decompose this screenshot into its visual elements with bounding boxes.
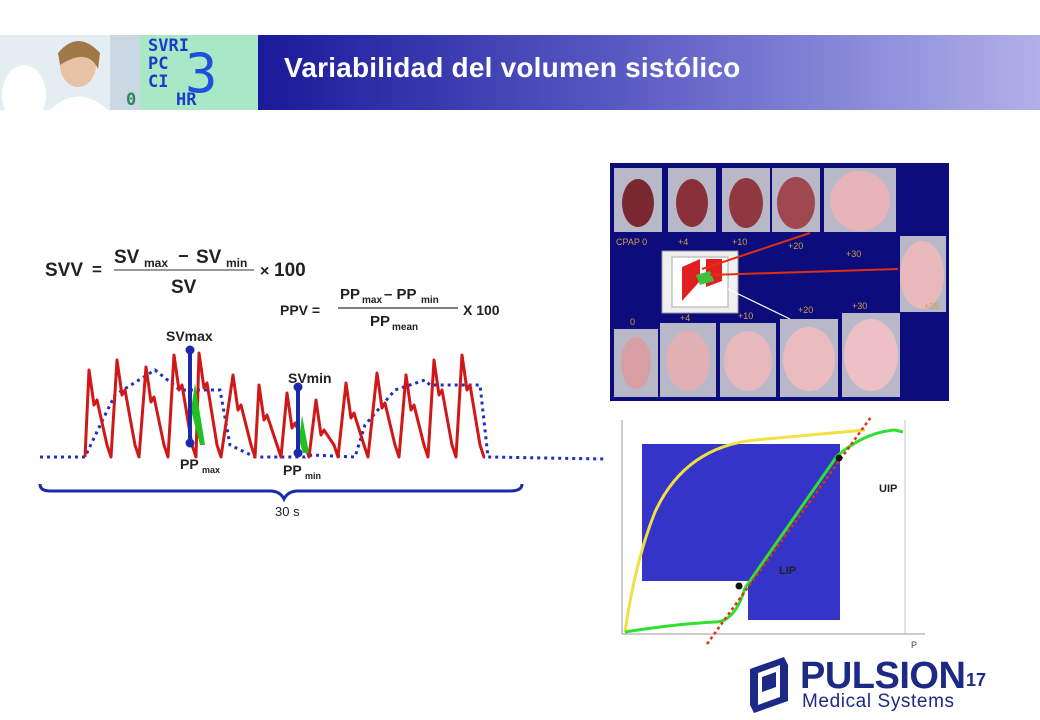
monitor-line: HR [176, 90, 197, 110]
svv-den: SV [171, 277, 197, 298]
sv-max-dot [185, 345, 195, 355]
lung-label-bottom: +35 [924, 301, 939, 311]
lung-label-top: +20 [788, 241, 803, 251]
svv-diagram: SVV = SV max − SV min SV × 100 PPV = PP … [38, 246, 606, 519]
pp-min-sub: min [305, 471, 321, 481]
sv-max-area [191, 383, 205, 445]
brand-subtitle: Medical Systems [802, 691, 955, 712]
monitor-line: CI [148, 72, 169, 92]
pressure-volume-curve: UIP LIP P [621, 416, 925, 650]
pp-max-sub: max [202, 465, 220, 475]
pp-max-dot [185, 438, 195, 448]
doctor-photo [0, 35, 140, 110]
monitor-line: PC [148, 54, 169, 74]
svv-num-b-sub: min [226, 256, 247, 270]
uip-point [835, 454, 843, 462]
lung-label-bottom: +4 [680, 313, 690, 323]
ppv-den: PP [370, 313, 390, 330]
svv-lhs: SVV [45, 260, 83, 281]
duration-label: 30 s [275, 504, 300, 519]
monitor-big-digit: 3 [185, 42, 218, 105]
lip-label: LIP [779, 565, 796, 577]
header-photo: SVRI PC CI HR 0 3 [0, 35, 258, 110]
lung-label-bottom: +10 [738, 311, 753, 321]
pulsion-logo-icon [750, 657, 788, 713]
lung-photo-grid: CPAP 0 +4 +10 +20 +30 0 +4 +10 +20 +30 + [614, 168, 946, 397]
page-number: 17 [966, 670, 987, 690]
sv-min-label: SVmin [288, 370, 332, 386]
sv-min-dot [293, 382, 303, 392]
uip-label: UIP [879, 483, 897, 495]
ppv-num-b-sub: min [421, 295, 439, 306]
lung-label-bottom: 0 [630, 317, 635, 327]
brand-name: PULSION [800, 655, 966, 697]
ppv-lhs: PPV = [280, 302, 320, 318]
lung-label-top: CPAP 0 [616, 237, 647, 247]
monitor-zero: 0 [126, 90, 137, 110]
lung-recruitment-image: CPAP 0 +4 +10 +20 +30 0 +4 +10 +20 +30 + [610, 163, 949, 401]
sv-min-area [299, 415, 309, 453]
lung-label-bottom: +30 [852, 301, 867, 311]
svv-factor: 100 [274, 260, 306, 281]
lung-label-top: +30 [846, 249, 861, 259]
pp-max-label: PP [180, 456, 199, 472]
svv-num-a-sub: max [144, 256, 168, 270]
ppv-factor: X 100 [463, 302, 500, 318]
svv-num-a: SV [114, 247, 140, 268]
arterial-pressure-wave [83, 351, 486, 459]
compliance-line [705, 416, 873, 645]
pp-min-dot [293, 448, 303, 458]
svv-times: × [260, 263, 269, 280]
lung-row-bottom [614, 313, 900, 397]
deflation-curve [623, 428, 866, 633]
sv-max-label: SVmax [166, 328, 213, 344]
pp-min-label: PP [283, 462, 302, 478]
ppv-den-sub: mean [392, 322, 418, 333]
inflation-curve [624, 428, 904, 634]
page-title: Variabilidad del volumen sistólico [284, 52, 741, 83]
ppv-num-a: PP [340, 286, 360, 303]
lung-label-bottom: +20 [798, 305, 813, 315]
lung-row-top [614, 168, 896, 232]
svv-eq: = [92, 260, 102, 279]
ppv-num-a-sub: max [362, 295, 382, 306]
lung-label-top: +10 [732, 237, 747, 247]
ppv-minus: – PP [384, 286, 417, 303]
p-axis-label: P [911, 640, 917, 650]
sv-envelope [40, 368, 606, 461]
svv-num-b: SV [196, 247, 222, 268]
monitor-line: SVRI [148, 36, 189, 56]
duration-brace [38, 483, 524, 503]
monitor-display: SVRI PC CI HR 0 3 [126, 35, 258, 110]
lung-label-top: +4 [678, 237, 688, 247]
svv-minus: − [178, 246, 189, 266]
lip-point [735, 582, 743, 590]
